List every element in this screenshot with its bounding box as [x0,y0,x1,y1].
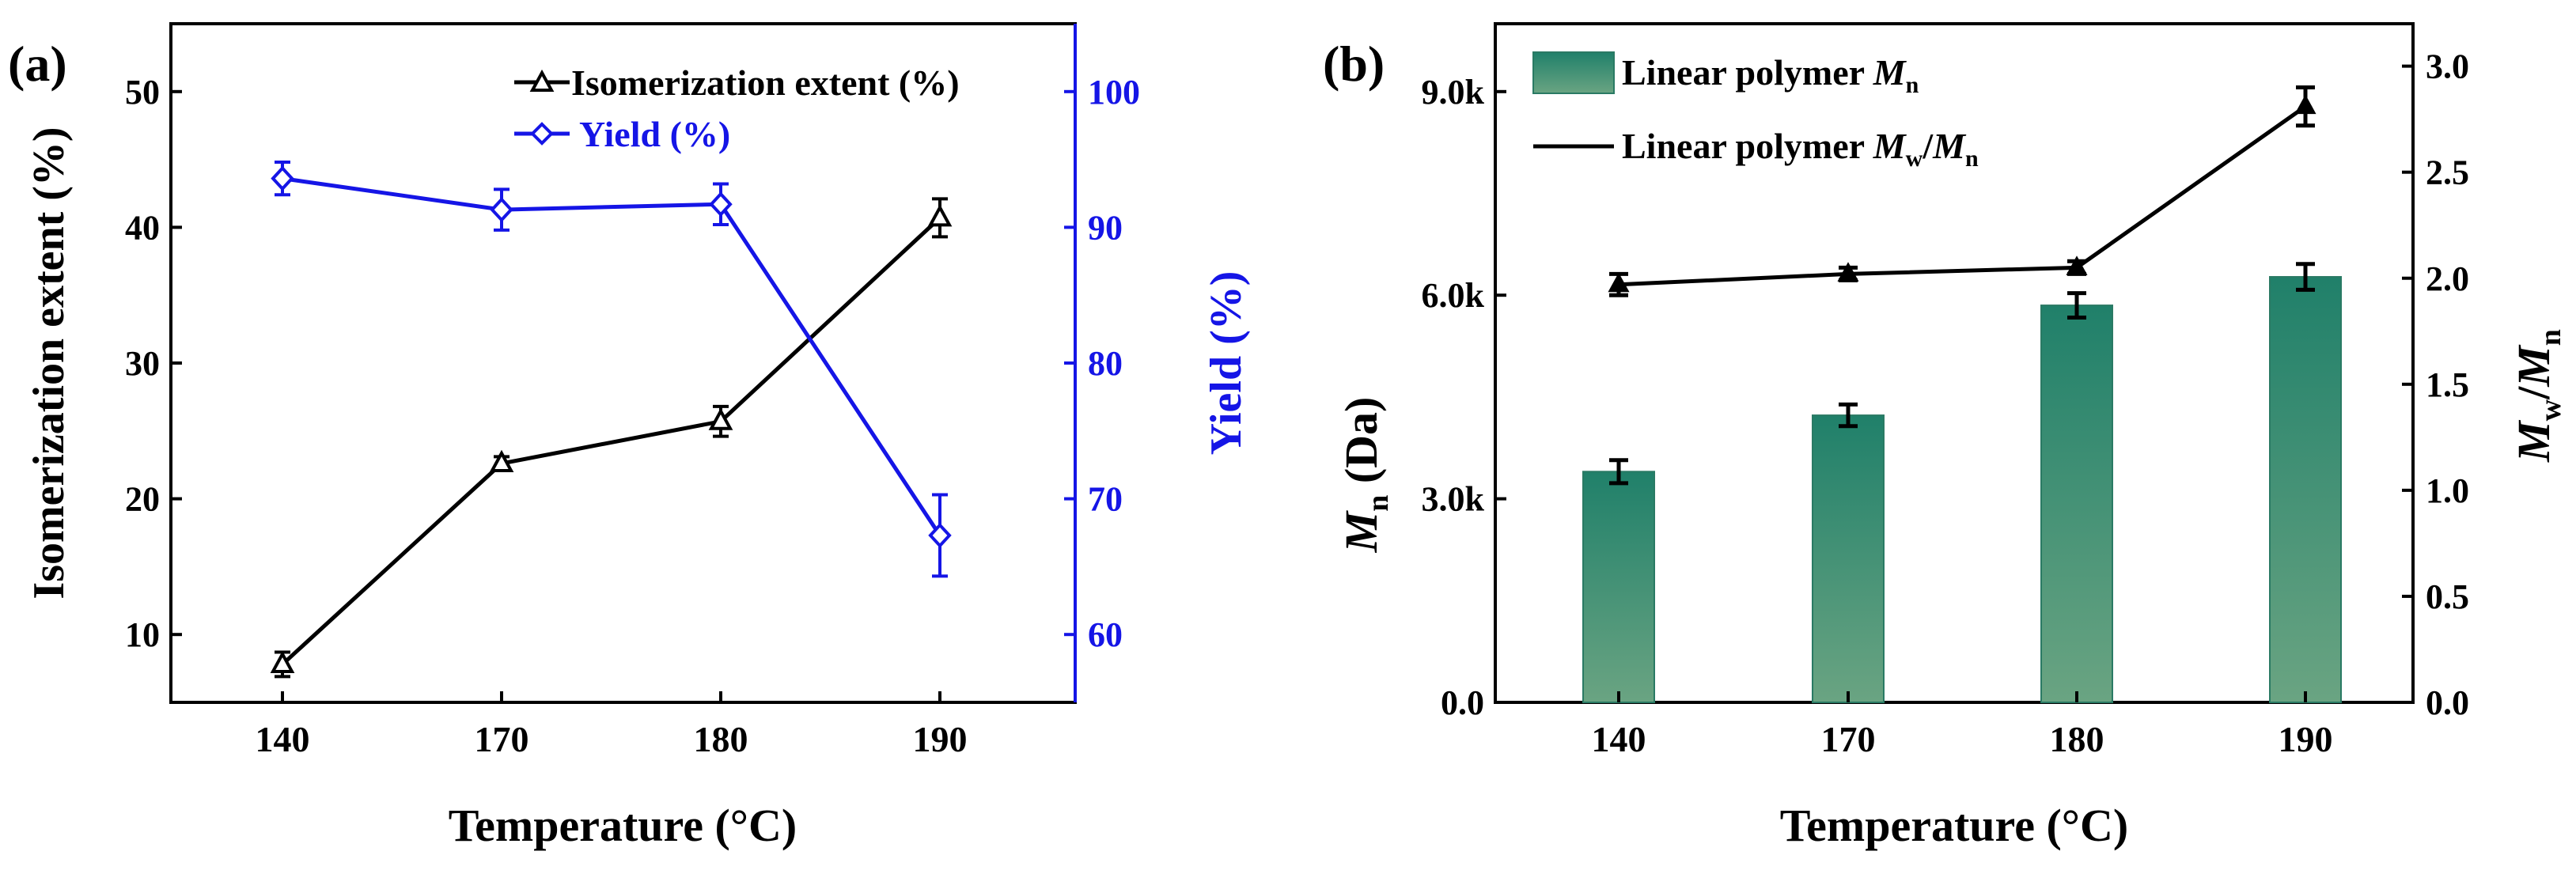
data-point-s1-2 [709,191,733,218]
b-y-tick-label-3.0k: 3.0k [1422,480,1485,519]
line-point-190 [2294,94,2317,115]
panel-b-label: (b) [1323,36,1385,92]
b-y2-tick-label-3.0: 3.0 [2426,47,2469,86]
y2-tick-label-60: 60 [1088,615,1123,654]
panel-a-left-axis: 10 20 30 40 50 [125,73,182,654]
legend-bars-label: Linear polymer Mn [1622,52,1919,98]
panel-a-legend: Isomerization extent (%) Yield (%) [514,62,960,154]
data-point-s0-2 [708,407,733,430]
bar-180 [2040,305,2113,703]
y-tick-label-20: 20 [125,480,160,519]
y-tick-label-50: 50 [125,73,160,112]
legend-line-label: Linear polymer Mw/Mn [1622,126,1979,172]
panel-a-xlabel: Temperature (°C) [449,800,797,851]
y-tick-label-10: 10 [125,615,160,654]
b-y-tick-label-0.0: 0.0 [1441,683,1484,722]
panel-b-x-axis: 140 170 180 190 [1592,691,2333,759]
panel-a-ylabel: Isomerization extent (%) [25,127,74,599]
y2-tick-label-80: 80 [1088,344,1123,383]
b-y2-tick-label-0.5: 0.5 [2426,577,2469,616]
mw-mn-line [1618,104,2307,287]
data-point-s1-3 [928,522,952,548]
b-x-tick-label-170: 170 [1821,719,1876,759]
b-y2-tick-label-0.0: 0.0 [2426,683,2469,722]
data-point-s1-0 [271,165,294,191]
b-x-tick-label-140: 140 [1592,719,1646,759]
panel-b-plot-frame [1494,22,2415,704]
bar-170 [1812,414,1885,703]
y-tick-label-40: 40 [125,208,160,247]
line-point-140 [1608,272,1630,293]
panel-a-series [270,161,953,679]
y-tick-label-30: 30 [125,344,160,383]
line-point-180 [2066,255,2088,275]
series-line-0 [281,216,941,666]
legend-yield-marker [514,122,570,146]
legend-isomerization-marker [514,69,570,92]
b-y-tick-label-6.0k: 6.0k [1422,276,1485,315]
data-point-s0-3 [927,204,953,227]
panel-b-ylabel: Mn (Da) [1335,397,1395,554]
panel-a-y2label: Yield (%) [1202,271,1251,456]
panel-b-xlabel: Temperature (°C) [1780,800,2128,851]
y2-tick-label-70: 70 [1088,480,1123,519]
y2-tick-label-90: 90 [1088,208,1123,247]
y2-tick-label-100: 100 [1088,73,1140,112]
bar-190 [2269,276,2342,703]
bar-error-170 [1839,402,1858,429]
panel-b: (b) 0.0 3.0k 6.0k 9.0k 0.0 0.5 1.0 1.5 2.0 2.5 3.… [1323,22,2567,851]
b-x-tick-label-190: 190 [2279,719,2333,759]
panel-b-legend: Linear polymer Mn Linear polymer Mw/Mn [1532,51,1979,172]
legend-yield-label: Yield (%) [579,114,730,154]
b-y2-tick-label-2.5: 2.5 [2426,153,2469,192]
panel-a-label: (a) [8,36,67,92]
panel-b-bars [1582,262,2342,704]
line-point-170 [1837,262,1859,282]
bar-error-190 [2296,262,2315,292]
b-y2-tick-label-1.0: 1.0 [2426,471,2469,510]
b-y2-tick-label-1.5: 1.5 [2426,365,2469,404]
x-tick-label-170: 170 [475,719,529,759]
panel-b-line-series [1608,85,2317,297]
data-point-s0-0 [270,650,295,673]
x-tick-label-190: 190 [913,719,968,759]
legend-bars-swatch [1532,51,1615,94]
panel-b-left-axis: 0.0 3.0k 6.0k 9.0k [1422,73,1506,722]
b-x-tick-label-180: 180 [2050,719,2104,759]
bar-140 [1582,471,1655,704]
panel-b-y2label: Mw/Mn [2508,329,2567,463]
x-tick-label-180: 180 [694,719,748,759]
panel-a-x-axis: 140 170 180 190 [256,691,968,759]
series-line-1 [282,176,942,537]
bar-error-180 [2067,291,2086,320]
panel-b-right-axis: 0.0 0.5 1.0 1.5 2.0 2.5 3.0 [2402,47,2469,722]
bar-error-140 [1609,458,1628,486]
b-y2-tick-label-2.0: 2.0 [2426,259,2469,298]
b-y-tick-label-9.0k: 9.0k [1422,73,1485,112]
x-tick-label-140: 140 [256,719,310,759]
legend-isomerization-label: Isomerization extent (%) [571,62,960,103]
panel-a-right-axis: 60 70 80 90 100 [1064,24,1140,702]
data-point-s1-1 [490,197,513,223]
data-point-s0-1 [489,449,514,472]
